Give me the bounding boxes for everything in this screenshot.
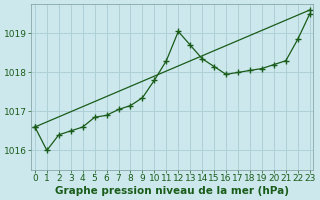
X-axis label: Graphe pression niveau de la mer (hPa): Graphe pression niveau de la mer (hPa) [55, 186, 289, 196]
